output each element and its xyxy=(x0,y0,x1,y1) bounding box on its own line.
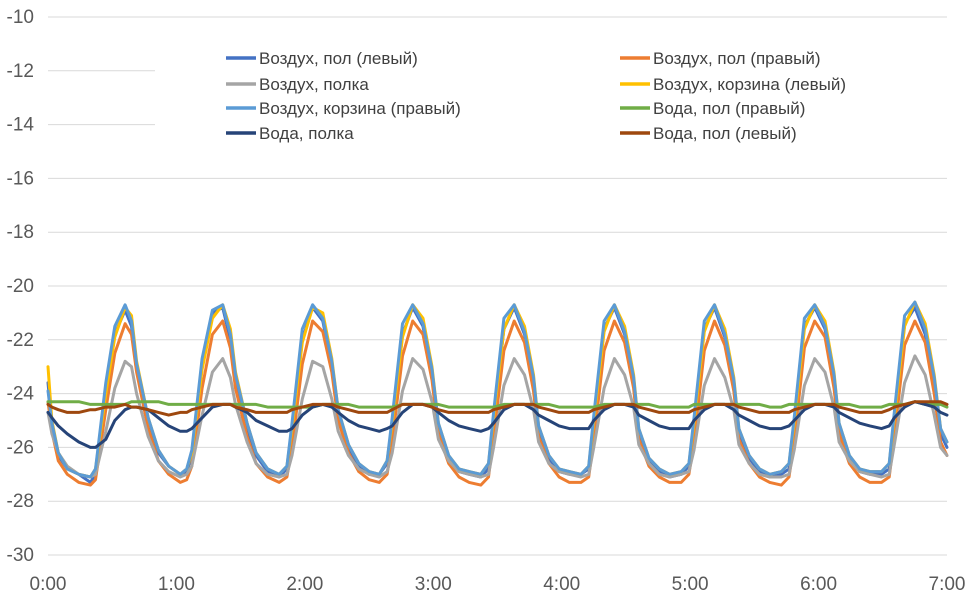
series-line xyxy=(46,354,949,479)
series-line xyxy=(46,400,949,417)
legend-label: Воздух, пол (правый) xyxy=(653,49,821,68)
y-tick-label: -26 xyxy=(7,437,34,458)
y-tick-label: -24 xyxy=(7,384,35,405)
y-tick-label: -14 xyxy=(7,115,35,136)
y-tick-label: -12 xyxy=(7,61,34,82)
x-tick-label: 6:00 xyxy=(800,574,837,595)
x-tick-label: 4:00 xyxy=(543,574,580,595)
y-tick-label: -30 xyxy=(7,545,34,566)
x-tick-label: 0:00 xyxy=(30,574,67,595)
legend-label: Воздух, пол (левый) xyxy=(259,49,418,68)
x-axis-ticks: 0:00 1:00 2:00 3:00 4:00 5:00 6:00 7:00 xyxy=(30,574,966,595)
legend: Воздух, пол (левый) Воздух, пол (правый) В… xyxy=(226,49,846,143)
legend-label: Воздух, полка xyxy=(259,75,369,94)
x-tick-label: 3:00 xyxy=(415,574,452,595)
series-line xyxy=(46,400,949,449)
series-line xyxy=(46,400,949,409)
y-tick-label: -10 xyxy=(7,7,34,28)
legend-label: Воздух, корзина (правый) xyxy=(259,99,461,118)
legend-label: Вода, пол (правый) xyxy=(653,99,805,118)
data-series xyxy=(46,300,949,487)
x-tick-label: 1:00 xyxy=(158,574,195,595)
y-axis-ticks: -10 -12 -14 -16 -18 -20 -22 -24 -26 -28 -30 xyxy=(7,7,35,566)
y-tick-label: -22 xyxy=(7,330,34,351)
y-tick-label: -28 xyxy=(7,491,34,512)
y-tick-label: -18 xyxy=(7,222,34,243)
x-tick-label: 2:00 xyxy=(286,574,323,595)
legend-label: Вода, полка xyxy=(259,124,354,143)
x-tick-label: 7:00 xyxy=(929,574,966,595)
legend-label: Вода, пол (левый) xyxy=(653,124,797,143)
y-tick-label: -20 xyxy=(7,276,34,297)
x-tick-label: 5:00 xyxy=(672,574,709,595)
legend-label: Воздух, корзина (левый) xyxy=(653,75,846,94)
series-line xyxy=(46,300,949,479)
y-tick-label: -16 xyxy=(7,168,34,189)
legend-background xyxy=(155,36,955,154)
